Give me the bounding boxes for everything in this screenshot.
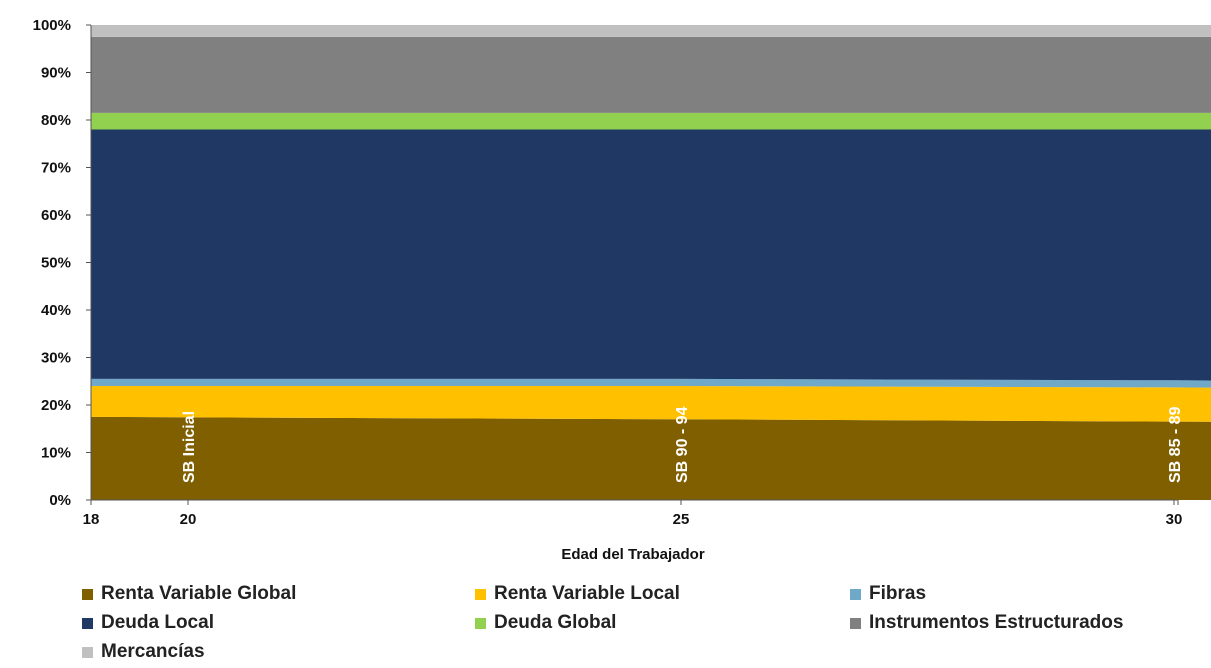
- band-label: SB 90 - 94: [674, 406, 691, 483]
- y-tick-label: 70%: [41, 160, 71, 177]
- area-instrumentos-estructurados: [91, 36, 1211, 113]
- legend-swatch: [82, 588, 93, 600]
- legend-item: Deuda Local: [82, 611, 214, 635]
- legend-label: Deuda Local: [101, 612, 214, 633]
- x-tick-label: 18: [83, 511, 100, 528]
- legend-swatch: [475, 617, 486, 629]
- legend-swatch: [850, 617, 861, 629]
- y-tick-label: 60%: [41, 207, 71, 224]
- band-label: SB Inicial: [181, 411, 198, 483]
- legend-item: Mercancías: [82, 640, 205, 664]
- area-fibras: [91, 378, 1211, 388]
- legend-label: Mercancías: [101, 641, 205, 662]
- legend-swatch: [475, 588, 486, 600]
- legend-item: Fibras: [850, 582, 926, 606]
- band-label: SB 85 - 89: [1167, 406, 1184, 483]
- area-layer: [91, 25, 1211, 500]
- y-tick-label: 40%: [41, 302, 71, 319]
- y-tick-label: 0%: [49, 492, 71, 509]
- legend-item: Deuda Global: [475, 611, 616, 635]
- legend-label: Fibras: [869, 583, 927, 604]
- legend-label: Instrumentos Estructurados: [869, 612, 1124, 633]
- area-renta-variable-global: [91, 416, 1211, 500]
- legend-label: Renta Variable Local: [494, 583, 680, 604]
- axes-layer: 0% 10% 20% 30% 40% 50% 60% 70% 80% 90% 100% 18 20 25 3…: [33, 17, 1183, 528]
- y-tick-label: 20%: [41, 397, 71, 414]
- y-tick-label: 10%: [41, 445, 71, 462]
- area-renta-variable-local: [91, 386, 1211, 422]
- y-tick-label: 50%: [41, 255, 71, 272]
- x-tick-label: 25: [673, 511, 690, 528]
- y-tick-label: 30%: [41, 350, 71, 367]
- area-deuda-local: [91, 129, 1211, 381]
- area-mercanc-as: [91, 25, 1211, 37]
- legend-label: Renta Variable Global: [101, 583, 297, 604]
- legend-item: Renta Variable Local: [475, 582, 680, 606]
- y-tick-label: 100%: [33, 17, 71, 34]
- area-deuda-global: [91, 112, 1211, 130]
- x-tick-label: 20: [180, 511, 197, 528]
- legend-item: Instrumentos Estructurados: [850, 611, 1123, 635]
- legend-swatch: [850, 588, 861, 600]
- x-tick-label: 30: [1166, 511, 1183, 528]
- y-tick-label: 90%: [41, 65, 71, 82]
- stacked-area-chart: 0% 10% 20% 30% 40% 50% 60% 70% 80% 90% 100% 18 20 25 3…: [33, 17, 1211, 563]
- legend-label: Deuda Global: [494, 612, 617, 633]
- y-tick-label: 80%: [41, 112, 71, 129]
- legend-swatch: [82, 646, 93, 658]
- x-axis-title: Edad del Trabajador: [561, 546, 705, 563]
- legend-swatch: [82, 617, 93, 629]
- legend-item: Renta Variable Global: [82, 582, 296, 606]
